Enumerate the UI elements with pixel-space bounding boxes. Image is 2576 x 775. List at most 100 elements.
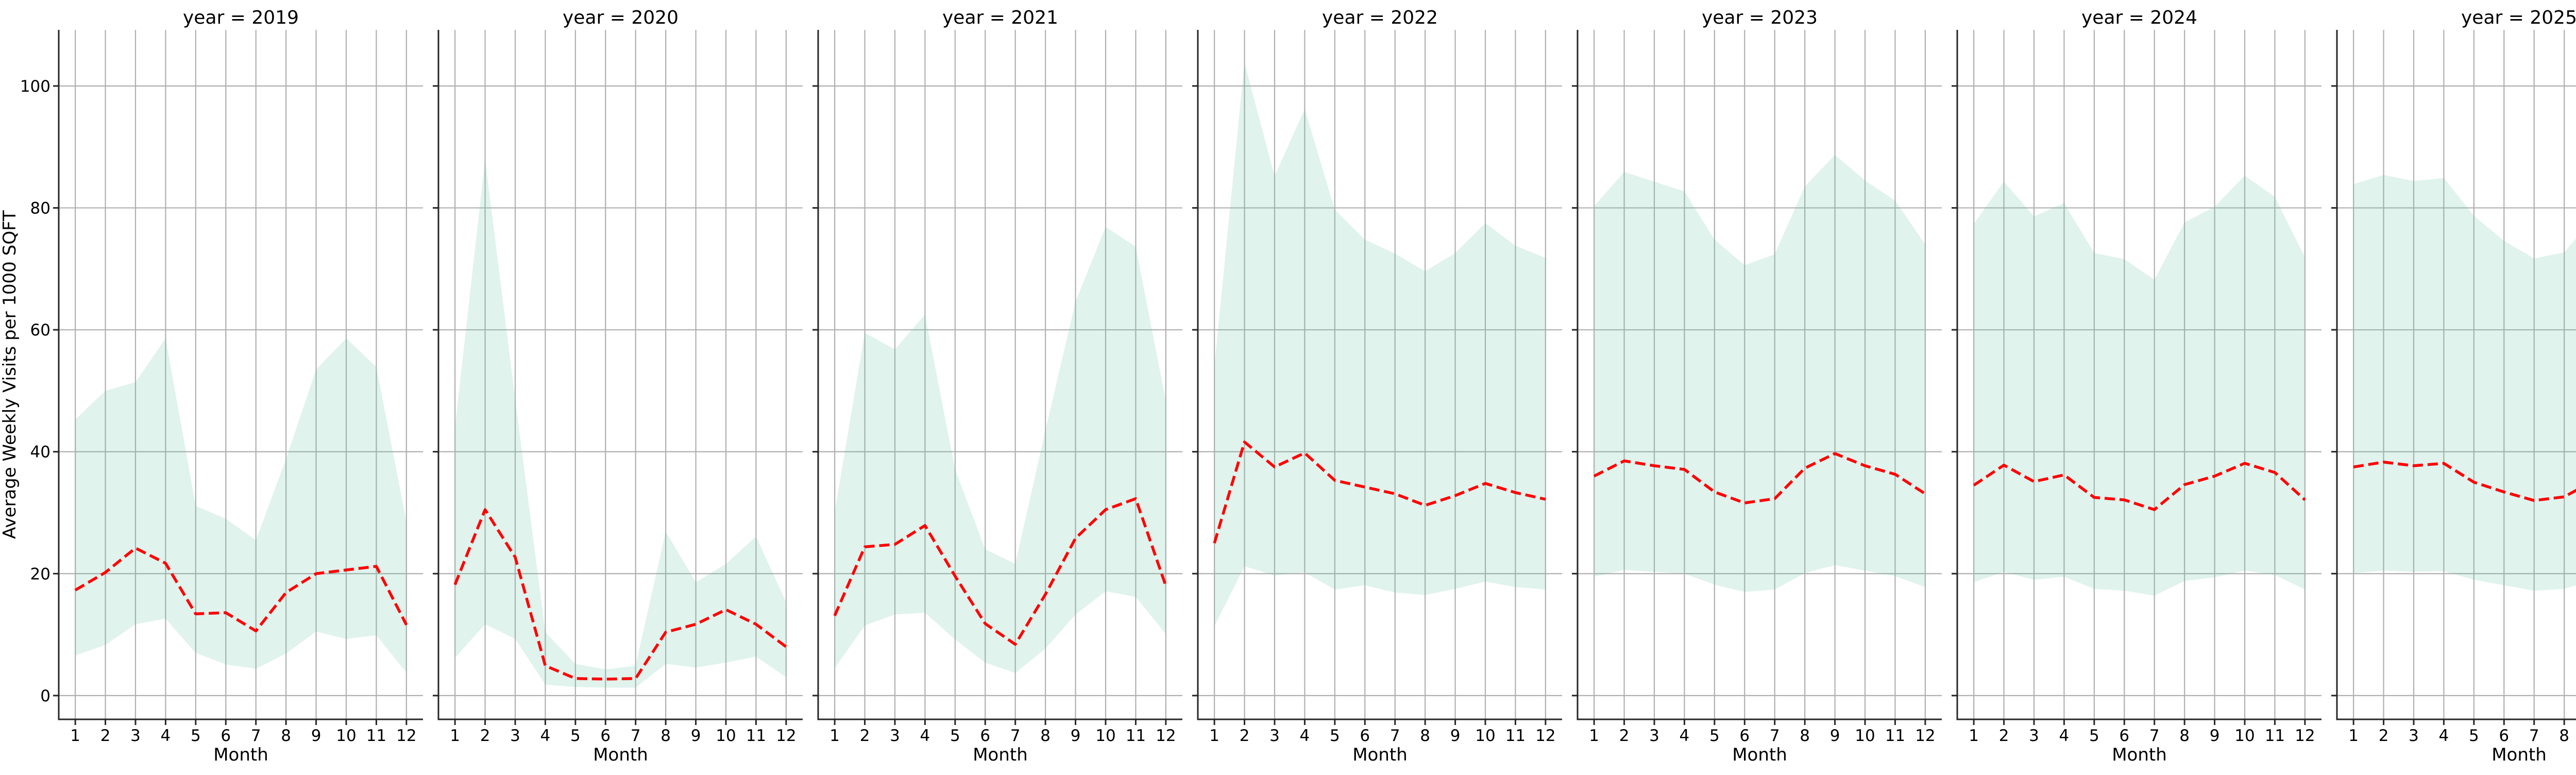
x-tick-label: 2 <box>480 727 490 745</box>
x-axis-label: Month <box>2492 745 2547 765</box>
x-tick-label: 6 <box>980 727 990 745</box>
grid-lines <box>438 30 803 719</box>
x-tick-label: 11 <box>1126 727 1146 745</box>
x-tick-label: 9 <box>1450 727 1461 745</box>
x-tick-label: 2 <box>2379 727 2389 745</box>
x-tick-label: 1 <box>829 727 840 745</box>
x-tick-label: 8 <box>660 727 671 745</box>
y-tick-label: 40 <box>30 443 50 462</box>
x-tick-label: 5 <box>191 727 201 745</box>
percentile-band <box>2353 175 2576 591</box>
x-tick-label: 2 <box>860 727 870 745</box>
x-tick-label: 10 <box>1095 727 1115 745</box>
x-axis-label: Month <box>2112 745 2167 765</box>
x-tick-label: 4 <box>540 727 551 745</box>
axes-spines <box>437 30 803 720</box>
x-tick-label: 3 <box>1649 727 1659 745</box>
x-tick-label: 7 <box>2149 727 2160 745</box>
y-tick-label: 80 <box>30 199 50 217</box>
x-tick-label: 10 <box>336 727 356 745</box>
x-axis-label: Month <box>213 745 268 765</box>
axes-spines <box>1956 30 2321 720</box>
x-tick-label: 12 <box>1915 727 1935 745</box>
axes-spines <box>1577 30 1942 720</box>
grid-lines <box>818 30 1182 719</box>
x-tick-label: 1 <box>1589 727 1599 745</box>
x-tick-label: 7 <box>251 727 261 745</box>
panel-title: year = 2024 <box>2081 7 2197 28</box>
percentile-band <box>835 227 1166 673</box>
grid-lines <box>1198 30 1562 719</box>
percentile-band <box>1974 175 2305 596</box>
panel-title: year = 2022 <box>1322 7 1438 28</box>
x-tick-label: 5 <box>1330 727 1340 745</box>
x-tick-label: 9 <box>311 727 321 745</box>
x-tick-label: 6 <box>221 727 231 745</box>
x-tick-label: 4 <box>161 727 171 745</box>
x-tick-label: 8 <box>1800 727 1810 745</box>
x-tick-label: 9 <box>1071 727 1081 745</box>
x-tick-label: 7 <box>2529 727 2539 745</box>
x-tick-label: 7 <box>1390 727 1400 745</box>
x-tick-label: 8 <box>281 727 291 745</box>
x-tick-label: 4 <box>920 727 930 745</box>
x-tick-label: 8 <box>2559 727 2569 745</box>
x-tick-label: 4 <box>1680 727 1690 745</box>
y-tick-label: 20 <box>30 565 50 583</box>
x-tick-label: 10 <box>1855 727 1875 745</box>
x-tick-label: 11 <box>2265 727 2285 745</box>
x-tick-label: 9 <box>2210 727 2220 745</box>
axes-spines <box>2336 30 2576 720</box>
x-tick-label: 5 <box>1709 727 1720 745</box>
x-tick-label: 4 <box>2059 727 2070 745</box>
panel-title: year = 2025 <box>2461 7 2576 28</box>
median-line <box>2353 461 2576 502</box>
median-line <box>1973 462 2306 511</box>
grid-lines <box>2337 30 2576 719</box>
x-tick-label: 1 <box>1209 727 1219 745</box>
median-line <box>833 497 1167 646</box>
x-tick-label: 3 <box>890 727 900 745</box>
x-tick-label: 7 <box>1010 727 1021 745</box>
axes-spines <box>817 30 1182 720</box>
x-tick-label: 5 <box>2089 727 2099 745</box>
percentile-band <box>1214 62 1546 626</box>
median-line <box>1593 452 1926 504</box>
x-tick-label: 8 <box>1420 727 1430 745</box>
x-tick-label: 6 <box>600 727 611 745</box>
x-tick-label: 6 <box>1360 727 1370 745</box>
y-tick-label: 0 <box>40 687 50 705</box>
y-tick-label: 100 <box>20 77 50 96</box>
x-axis-label: Month <box>1732 745 1787 765</box>
x-tick-label: 3 <box>510 727 520 745</box>
x-tick-label: 1 <box>450 727 460 745</box>
x-tick-label: 8 <box>2179 727 2190 745</box>
x-tick-label: 11 <box>1885 727 1905 745</box>
x-tick-label: 8 <box>1040 727 1050 745</box>
x-tick-label: 5 <box>570 727 581 745</box>
x-tick-label: 6 <box>1739 727 1750 745</box>
x-tick-label: 10 <box>2234 727 2255 745</box>
percentile-band <box>1594 155 1925 592</box>
x-axis-label: Month <box>593 745 648 765</box>
x-tick-label: 6 <box>2499 727 2509 745</box>
grid-lines <box>59 30 423 719</box>
x-tick-label: 1 <box>1969 727 1979 745</box>
median-line <box>74 546 408 633</box>
x-tick-label: 10 <box>1475 727 1495 745</box>
x-tick-label: 2 <box>1999 727 2009 745</box>
panel-title: year = 2021 <box>942 7 1058 28</box>
x-tick-label: 6 <box>2119 727 2129 745</box>
x-tick-label: 2 <box>1619 727 1630 745</box>
x-tick-label: 12 <box>1156 727 1176 745</box>
x-axis-label: Month <box>1352 745 1408 765</box>
y-axis-label: Average Weekly Visits per 1000 SQFT <box>0 210 20 539</box>
x-tick-label: 11 <box>746 727 766 745</box>
